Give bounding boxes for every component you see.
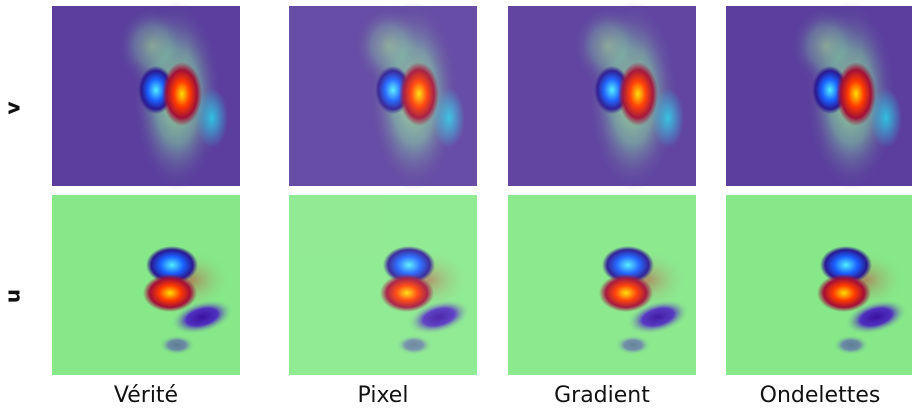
u-heatmap <box>508 195 696 375</box>
row-label: v <box>1 101 25 114</box>
u-heatmap <box>52 195 240 375</box>
panels <box>52 1 912 375</box>
v-heatmap <box>726 1 912 191</box>
v-heatmap <box>289 1 477 191</box>
column-label: Gradient <box>554 383 650 408</box>
u-heatmap <box>726 195 912 375</box>
column-label: Pixel <box>358 383 409 408</box>
u-heatmap <box>289 195 477 375</box>
v-heatmap <box>508 1 696 191</box>
v-heatmap <box>52 1 240 191</box>
column-label: Ondelettes <box>760 383 881 408</box>
row-label: u <box>1 289 25 303</box>
column-label: Vérité <box>114 383 178 408</box>
